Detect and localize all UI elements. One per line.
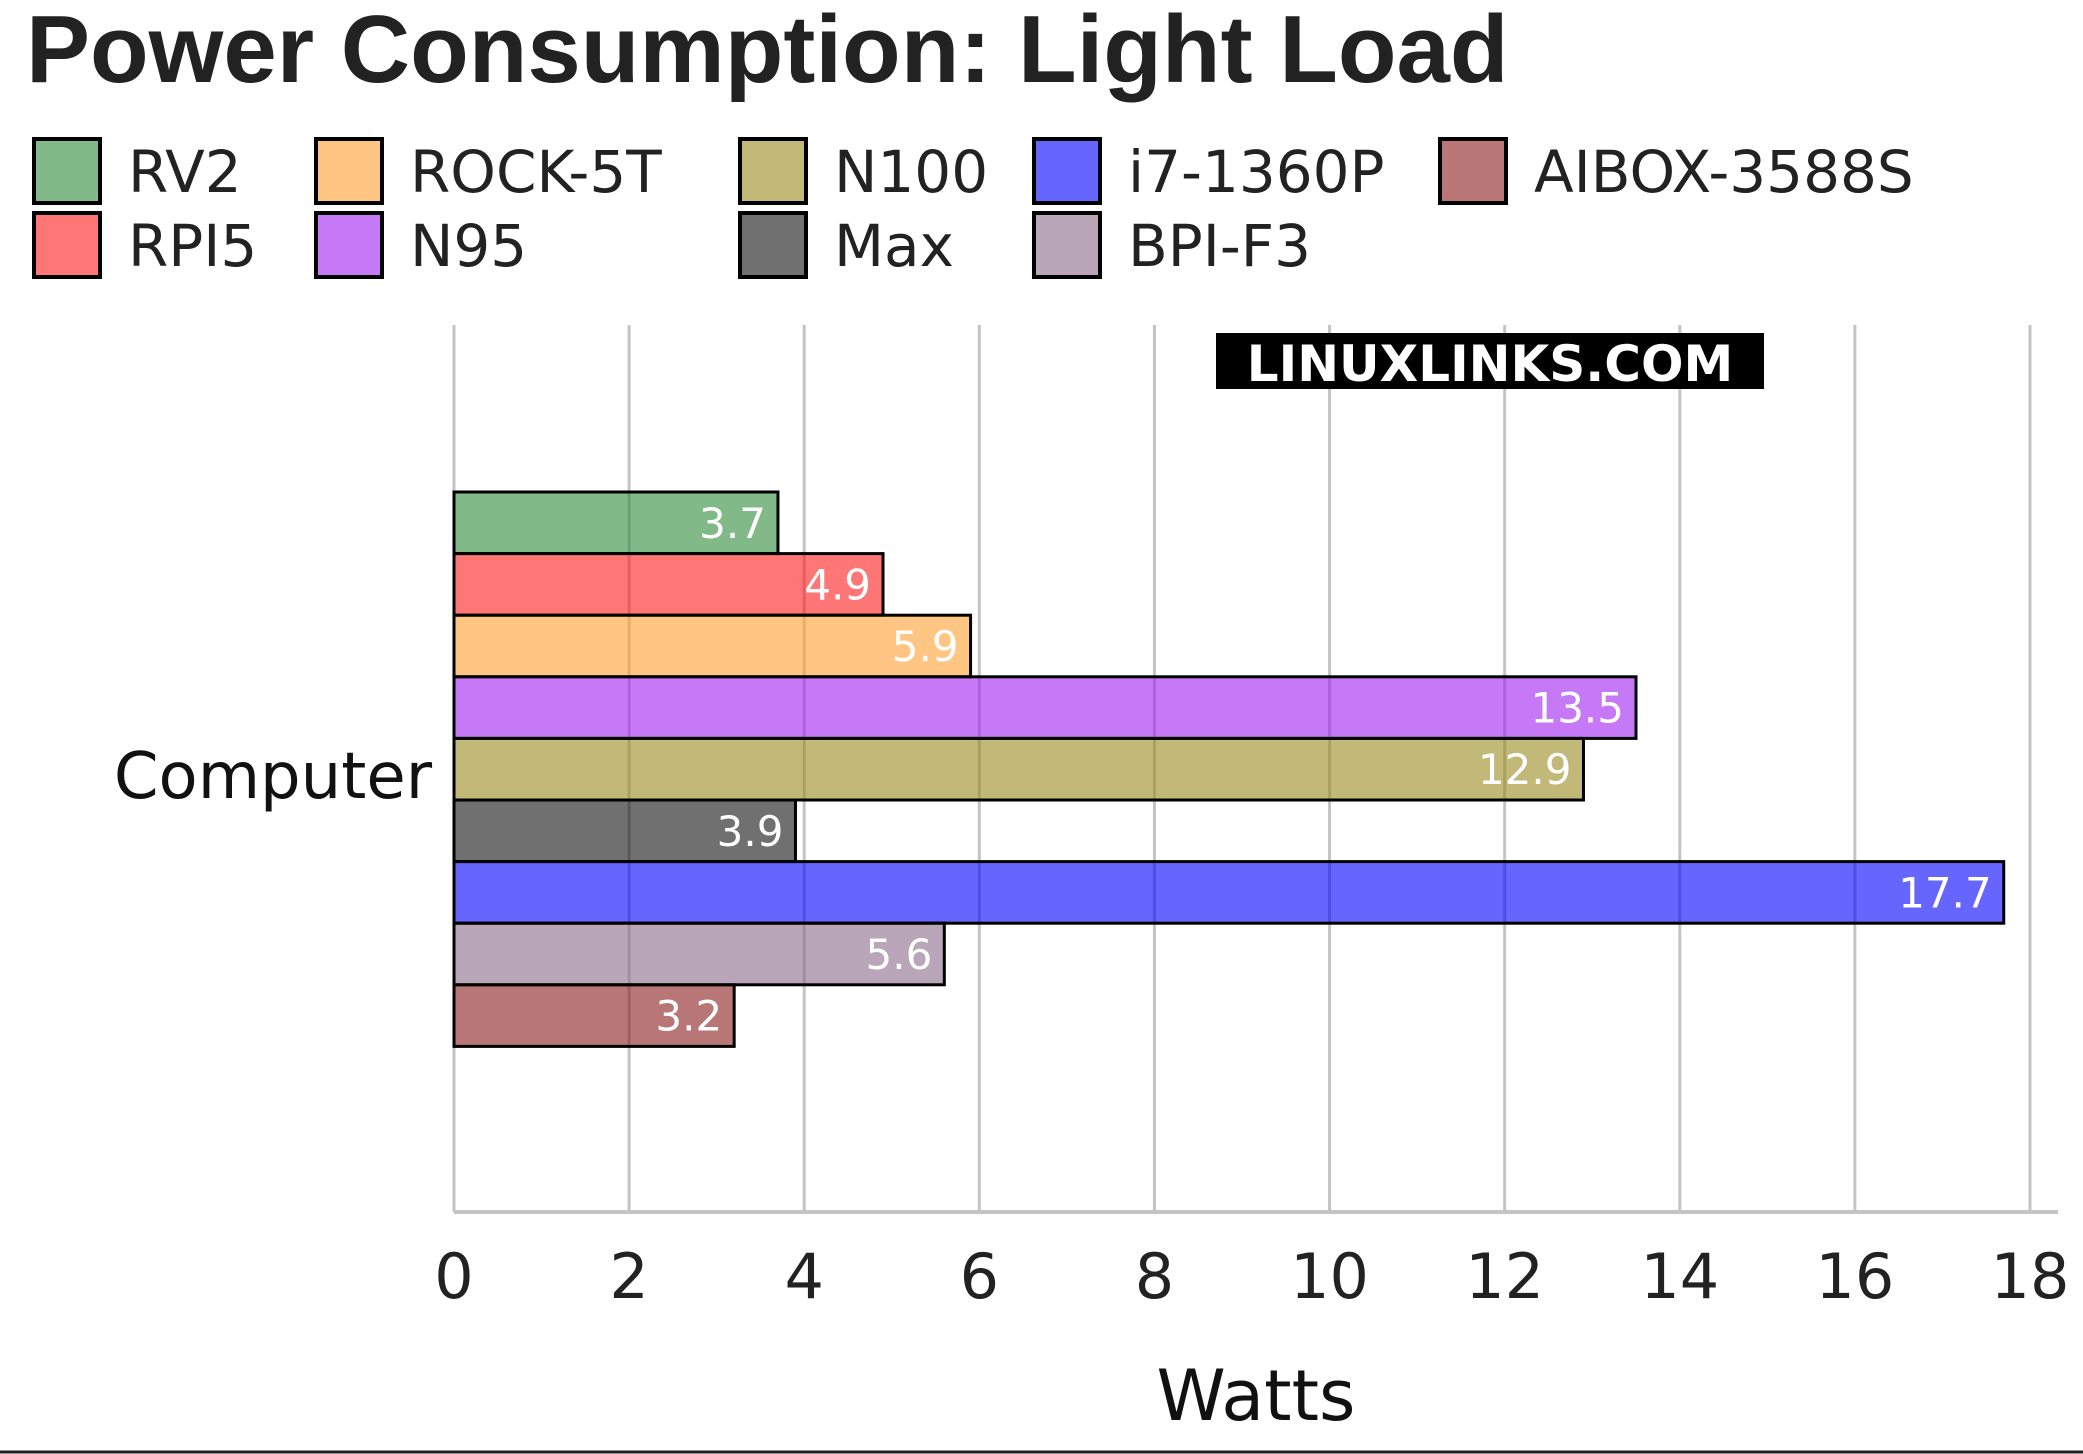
bar-value-label-bpi-f3: 5.6 [866, 930, 933, 979]
x-tick-label-14: 14 [1640, 1240, 1719, 1313]
bar-value-label-n95: 13.5 [1530, 684, 1624, 733]
legend-label-aibox-3588s: AIBOX-3588S [1534, 138, 1914, 206]
bar-value-label-n100: 12.9 [1478, 745, 1572, 794]
bar-n95 [452, 675, 1638, 740]
x-tick-label-12: 12 [1465, 1240, 1544, 1313]
bar-value-label-max: 3.9 [717, 807, 784, 856]
x-tick-label-10: 10 [1290, 1240, 1369, 1313]
category-label: Computer [114, 740, 433, 814]
x-tick-label-6: 6 [960, 1240, 999, 1313]
legend-swatch-aibox-3588s [1438, 137, 1508, 205]
bar-bpi-f3 [452, 921, 946, 987]
legend-swatch-max [738, 211, 808, 279]
legend-label-rv2: RV2 [128, 138, 242, 206]
x-tick-label-0: 0 [434, 1240, 473, 1313]
bar-value-label-rv2: 3.7 [699, 499, 766, 548]
bar-i7-1360p [452, 860, 2006, 925]
legend-label-bpi-f3: BPI-F3 [1128, 212, 1311, 280]
bar-value-label-aibox-3588s: 3.2 [655, 992, 722, 1041]
legend-label-max: Max [834, 212, 954, 280]
chart-title: Power Consumption: Light Load [26, 0, 1509, 103]
bar-value-label-i7-1360p: 17.7 [1898, 868, 1992, 917]
bar-aibox-3588s [452, 983, 736, 1048]
legend-label-i7-1360p: i7-1360P [1128, 138, 1385, 206]
legend-swatch-rpi5 [32, 211, 102, 279]
bar-n100 [452, 736, 1585, 802]
legend-swatch-n95 [314, 211, 384, 279]
legend-swatch-i7-1360p [1032, 137, 1102, 205]
legend-swatch-n100 [738, 137, 808, 205]
legend-label-n100: N100 [834, 138, 988, 206]
x-tick-label-4: 4 [784, 1240, 823, 1313]
x-axis-title: Watts [1157, 1355, 1356, 1437]
x-tick-label-16: 16 [1815, 1240, 1894, 1313]
watermark: LINUXLINKS.COM [1216, 333, 1764, 393]
watermark-label: LINUXLINKS.COM [1247, 335, 1733, 393]
bars: 3.7 4.9 5.9 13.5 12.9 3.9 17.7 5.6 3.2 [452, 490, 2006, 1048]
legend-swatch-rv2 [32, 137, 102, 205]
bar-rv2 [452, 490, 780, 556]
legend-swatch-bpi-f3 [1032, 211, 1102, 279]
legend-label-rock-5t: ROCK-5T [410, 138, 662, 206]
legend-label-n95: N95 [410, 212, 527, 280]
legend-swatch-rock-5t [314, 137, 384, 205]
axes: 0 2 4 6 8 10 12 14 16 18 [434, 1210, 2070, 1313]
bar-value-label-rpi5: 4.9 [804, 560, 871, 609]
x-tick-label-18: 18 [1991, 1240, 2070, 1313]
watermark-background [1216, 333, 1764, 389]
x-tick-label-8: 8 [1135, 1240, 1174, 1313]
bar-value-label-rock-5t: 5.9 [892, 622, 959, 671]
bar-rock-5t [452, 613, 973, 679]
legend-label-rpi5: RPI5 [128, 212, 257, 280]
x-tick-label-2: 2 [609, 1240, 648, 1313]
